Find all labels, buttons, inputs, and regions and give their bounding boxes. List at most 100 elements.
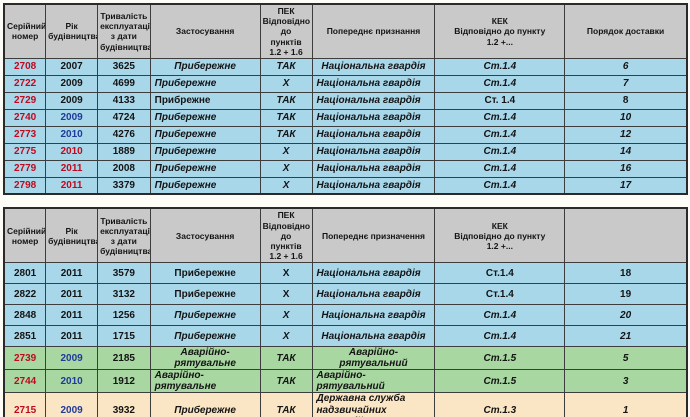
pek-compliance-cell: ТАК bbox=[259, 57, 313, 76]
delivery-order-cell: 8 bbox=[564, 91, 688, 110]
operation-duration-cell: 4699 bbox=[97, 74, 151, 93]
table-row-2779: 2779 2011 2008 Прибережне Х Національна гвард… bbox=[3, 159, 688, 178]
pek-compliance-cell: Х bbox=[259, 142, 313, 161]
kek-compliance-cell: Ст.1.4 bbox=[434, 325, 566, 348]
kek-compliance-header: КЕК Відповідно до пункту 1.2 +... bbox=[434, 207, 566, 264]
delivery-order-header: Порядок доставки bbox=[564, 3, 688, 59]
serial-number-cell: 2801 bbox=[3, 262, 47, 285]
vessels-table-1: Серійний номер Рік будівництва Тривалість … bbox=[3, 3, 688, 196]
pek-compliance-cell: Х bbox=[259, 304, 313, 327]
pek-compliance-cell: Х bbox=[259, 325, 313, 348]
operation-duration-cell: 3932 bbox=[97, 392, 151, 417]
vessels-table-2: Серійний номер Рік будівництва Тривалість … bbox=[3, 207, 688, 417]
table-row-2801: 2801 2011 3579 Прибережне Х Національна гвард… bbox=[3, 262, 688, 285]
delivery-order-cell: 18 bbox=[564, 262, 688, 285]
kek-compliance-cell: Ст.1.4 bbox=[434, 262, 566, 285]
serial-number-cell: 2744 bbox=[3, 369, 47, 394]
kek-compliance-cell: Ст.1.4 bbox=[434, 159, 566, 178]
operation-duration-cell: 4724 bbox=[97, 108, 151, 127]
serial-number-cell: 2798 bbox=[3, 176, 47, 195]
application-cell: Прибережне bbox=[149, 262, 261, 285]
application-cell: Прибережне bbox=[149, 283, 261, 306]
serial-number-cell: 2739 bbox=[3, 346, 47, 371]
operation-duration-cell: 4133 bbox=[97, 91, 151, 110]
previous-designation-cell: Національна гвардія bbox=[311, 57, 436, 76]
pek-compliance-cell: ТАК bbox=[259, 392, 313, 417]
construction-year-header: Рік будівництва bbox=[45, 207, 99, 264]
delivery-order-cell: 5 bbox=[564, 346, 688, 371]
construction-year-cell: 2009 bbox=[45, 74, 99, 93]
pek-compliance-cell: Х bbox=[259, 262, 313, 285]
table-row-2715: 2715 2009 3932 Прибережне ТАК Державна служба… bbox=[3, 392, 688, 417]
operation-duration-cell: 3379 bbox=[97, 176, 151, 195]
kek-compliance-cell: Ст.1.4 bbox=[434, 57, 566, 76]
construction-year-cell: 2011 bbox=[45, 176, 99, 195]
previous-designation-cell: Національна гвардія bbox=[311, 283, 436, 306]
construction-year-cell: 2010 bbox=[45, 142, 99, 161]
header-row: Серійний номер Рік будівництва Тривалість … bbox=[3, 207, 688, 264]
previous-designation-cell: Національна гвардія bbox=[311, 176, 436, 195]
pek-compliance-cell: ТАК bbox=[259, 91, 313, 110]
table-row-2851: 2851 2011 1715 Прибережне Х Національна гвард… bbox=[3, 325, 688, 348]
application-cell: Прибережне bbox=[149, 74, 261, 93]
previous-designation-cell: Національна гвардія bbox=[311, 262, 436, 285]
pek-compliance-cell: Х bbox=[259, 176, 313, 195]
kek-compliance-header: КЕК Відповідно до пункту 1.2 +... bbox=[434, 3, 566, 59]
table-row-2708: 2708 2007 3625 Прибережне ТАК Національна гва… bbox=[3, 57, 688, 76]
delivery-order-cell: 17 bbox=[564, 176, 688, 195]
operation-duration-header: Тривалість експлуатації з дати будівницт… bbox=[97, 3, 151, 59]
delivery-order-cell: 16 bbox=[564, 159, 688, 178]
construction-year-header: Рік будівництва bbox=[45, 3, 99, 59]
delivery-order-header bbox=[564, 207, 688, 264]
table-gap bbox=[3, 195, 688, 207]
delivery-order-cell: 3 bbox=[564, 369, 688, 394]
operation-duration-cell: 2008 bbox=[97, 159, 151, 178]
kek-compliance-cell: Ст.1.3 bbox=[434, 392, 566, 417]
serial-number-cell: 2773 bbox=[3, 125, 47, 144]
table-row-2729: 2729 2009 4133 Прибрежне ТАК Національна гвар… bbox=[3, 91, 688, 110]
previous-designation-header: Попереднє призначення bbox=[311, 207, 436, 264]
delivery-order-cell: 12 bbox=[564, 125, 688, 144]
operation-duration-cell: 1256 bbox=[97, 304, 151, 327]
pek-compliance-cell: Х bbox=[259, 283, 313, 306]
table-row-2739: 2739 2009 2185 Аварійно-рятувальне ТАК Аварій… bbox=[3, 346, 688, 371]
previous-designation-cell: Національна гвардія bbox=[311, 125, 436, 144]
application-cell: Аварійно-рятувальне bbox=[149, 346, 261, 371]
table-row-2775: 2775 2010 1889 Прибережне Х Національна гвард… bbox=[3, 142, 688, 161]
serial-number-cell: 2779 bbox=[3, 159, 47, 178]
application-cell: Прибережне bbox=[149, 392, 261, 417]
construction-year-cell: 2010 bbox=[45, 125, 99, 144]
delivery-order-cell: 1 bbox=[564, 392, 688, 417]
serial-number-cell: 2708 bbox=[3, 57, 47, 76]
delivery-order-cell: 20 bbox=[564, 304, 688, 327]
application-cell: Аварійно-рятувальне bbox=[149, 369, 261, 394]
kek-compliance-cell: Ст.1.5 bbox=[434, 369, 566, 394]
serial-number-cell: 2775 bbox=[3, 142, 47, 161]
pek-compliance-header: ПЕК Відповідно до пунктів 1.2 + 1.6 bbox=[259, 207, 313, 264]
delivery-order-cell: 6 bbox=[564, 57, 688, 76]
delivery-order-cell: 19 bbox=[564, 283, 688, 306]
pek-compliance-cell: ТАК bbox=[259, 346, 313, 371]
kek-compliance-cell: Ст.1.4 bbox=[434, 304, 566, 327]
previous-designation-cell: Національна гвардія bbox=[311, 304, 436, 327]
construction-year-cell: 2011 bbox=[45, 304, 99, 327]
kek-compliance-cell: Ст. 1.4 bbox=[434, 91, 566, 110]
application-cell: Прибрежне bbox=[149, 91, 261, 110]
previous-designation-cell: Аварійно-рятувальний bbox=[311, 369, 436, 394]
pek-compliance-cell: Х bbox=[259, 159, 313, 178]
application-cell: Прибережне bbox=[149, 125, 261, 144]
pek-compliance-header: ПЕК Відповідно до пунктів 1.2 + 1.6 bbox=[259, 3, 313, 59]
application-cell: Прибережне bbox=[149, 176, 261, 195]
application-cell: Прибережне bbox=[149, 304, 261, 327]
serial-number-header: Серійний номер bbox=[3, 207, 47, 264]
table-row-2822: 2822 2011 3132 Прибережне Х Національна гвард… bbox=[3, 283, 688, 306]
previous-designation-cell: Національна гвардія bbox=[311, 108, 436, 127]
construction-year-cell: 2009 bbox=[45, 108, 99, 127]
previous-designation-cell: Аварійно-рятувальний bbox=[311, 346, 436, 371]
table-2-container: Серійний номер Рік будівництва Тривалість … bbox=[3, 207, 688, 417]
kek-compliance-cell: Ст.1.4 bbox=[434, 142, 566, 161]
operation-duration-cell: 3625 bbox=[97, 57, 151, 76]
previous-designation-cell: Національна гвардія bbox=[311, 325, 436, 348]
delivery-order-cell: 14 bbox=[564, 142, 688, 161]
